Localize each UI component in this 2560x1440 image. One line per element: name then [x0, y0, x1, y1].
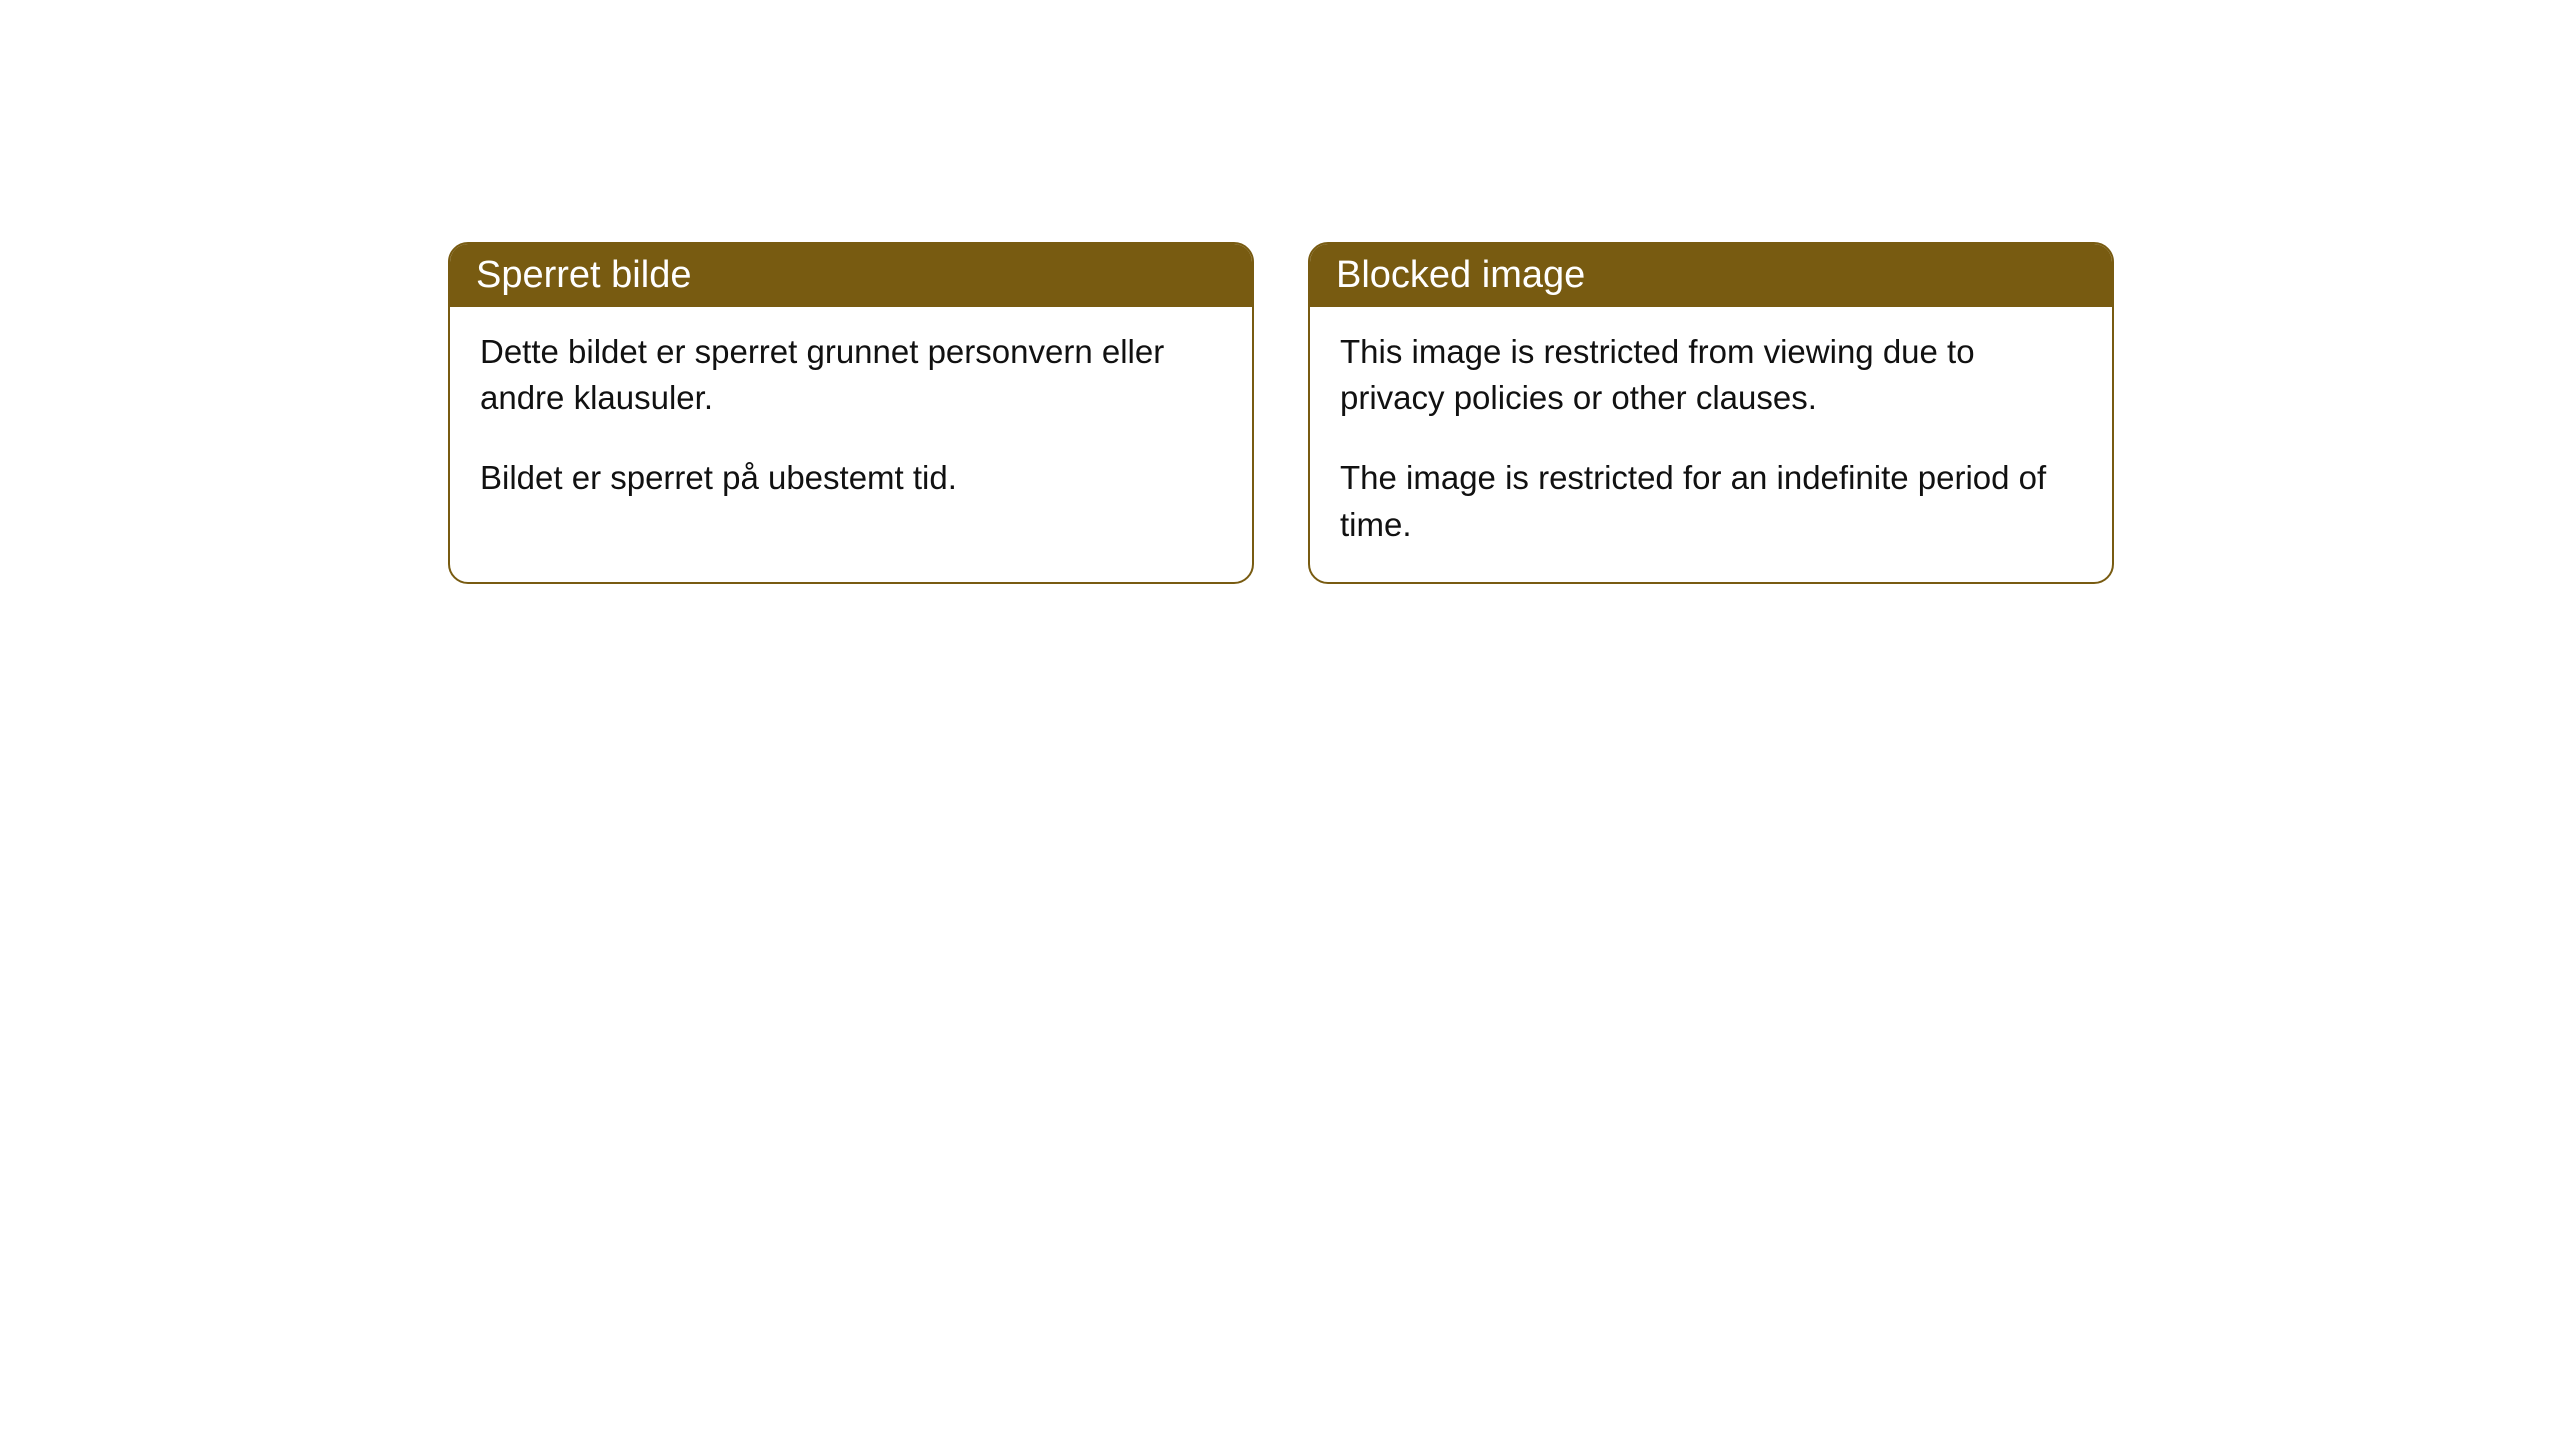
- card-header: Sperret bilde: [450, 244, 1252, 307]
- card-text-line-1: Dette bildet er sperret grunnet personve…: [480, 329, 1222, 421]
- card-text-line-2: The image is restricted for an indefinit…: [1340, 455, 2082, 547]
- notice-card-english: Blocked image This image is restricted f…: [1308, 242, 2114, 584]
- card-header: Blocked image: [1310, 244, 2112, 307]
- card-body: This image is restricted from viewing du…: [1310, 307, 2112, 582]
- card-text-line-2: Bildet er sperret på ubestemt tid.: [480, 455, 1222, 501]
- notice-card-norwegian: Sperret bilde Dette bildet er sperret gr…: [448, 242, 1254, 584]
- card-body: Dette bildet er sperret grunnet personve…: [450, 307, 1252, 536]
- card-text-line-1: This image is restricted from viewing du…: [1340, 329, 2082, 421]
- notice-cards-container: Sperret bilde Dette bildet er sperret gr…: [448, 242, 2114, 584]
